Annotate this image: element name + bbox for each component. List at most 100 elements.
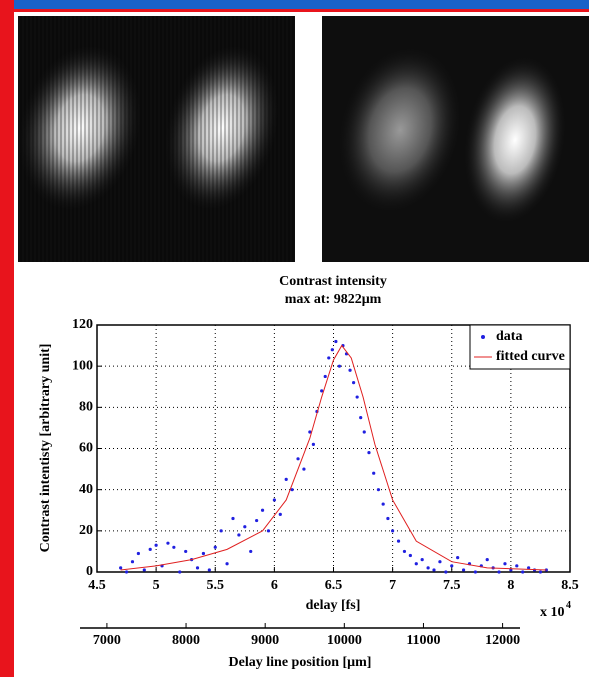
data-point (450, 564, 454, 568)
data-point (266, 529, 271, 533)
data-point (119, 566, 123, 570)
x-tick-label: 6.5 (325, 578, 343, 593)
data-point (302, 467, 306, 471)
data-point (503, 562, 507, 566)
data-point (461, 568, 466, 572)
data-point (213, 545, 217, 549)
data-point (225, 562, 229, 566)
data-point (272, 498, 276, 502)
y-tick-label: 40 (79, 482, 93, 497)
data-point (420, 558, 424, 562)
x2-tick-label: 12000 (485, 633, 520, 648)
data-point (359, 416, 363, 420)
left-image (18, 16, 295, 262)
data-point (402, 549, 407, 554)
chart-title: Contrast intensity (279, 274, 387, 289)
data-point (124, 570, 129, 574)
x2-tick-label: 7000 (93, 633, 121, 648)
data-point (391, 529, 395, 533)
x-tick-label: 5.5 (207, 578, 225, 593)
data-point (207, 568, 211, 572)
data-point (348, 368, 352, 372)
data-point (355, 395, 359, 399)
x-tick-label: 7.5 (443, 578, 461, 593)
data-point (142, 568, 146, 572)
data-point (320, 389, 324, 393)
x-multiplier-exponent: 4 (566, 600, 571, 611)
data-point (515, 564, 519, 568)
data-point (334, 339, 338, 344)
y-tick-label: 100 (72, 358, 93, 373)
top-border (0, 9, 589, 12)
x-tick-label: 4.5 (88, 578, 106, 593)
data-point (396, 539, 401, 543)
x-tick-label: 5 (153, 578, 160, 593)
data-point (432, 568, 436, 572)
data-point (408, 553, 412, 558)
data-point (255, 518, 259, 523)
legend-marker (481, 335, 485, 339)
data-point (249, 549, 253, 554)
right-image (322, 16, 589, 262)
data-point (372, 471, 376, 475)
x2-tick-label: 10000 (327, 633, 362, 648)
data-point (330, 348, 334, 352)
data-point (178, 570, 182, 574)
data-point (243, 525, 247, 529)
data-point (473, 570, 477, 574)
data-point (337, 364, 342, 368)
legend-box (469, 324, 571, 370)
y-tick-label: 20 (79, 523, 93, 538)
data-point (136, 551, 140, 556)
data-point (130, 560, 135, 564)
data-point (386, 516, 390, 521)
data-point (323, 374, 327, 379)
data-point (296, 457, 300, 461)
data-point (381, 502, 385, 506)
data-point (260, 508, 265, 512)
x-tick-label: 6 (271, 578, 278, 593)
y-tick-label: 0 (86, 564, 93, 579)
data-point (201, 551, 206, 556)
data-point (527, 566, 531, 570)
data-point (237, 533, 241, 537)
chart-subtitle: max at: 9822μm (285, 292, 382, 307)
data-point (327, 356, 331, 360)
data-point (485, 558, 489, 562)
data-point (444, 570, 448, 574)
data-point (414, 562, 418, 566)
y-tick-label: 80 (79, 400, 93, 415)
data-point (290, 488, 294, 492)
left-border (0, 0, 14, 677)
x2-tick-label: 9000 (251, 633, 279, 648)
data-point (521, 570, 525, 574)
x2-tick-label: 11000 (406, 633, 440, 648)
data-point (166, 541, 170, 545)
data-point (426, 566, 430, 570)
data-point (362, 430, 366, 434)
legend-label: data (496, 329, 522, 344)
x-axis-label: delay [fs] (306, 598, 361, 613)
data-point (195, 566, 200, 570)
y-axis-label: Contrast intentisty [arbitrary unit] (38, 344, 53, 553)
data-point (376, 488, 381, 492)
data-point (311, 442, 315, 446)
data-point (538, 570, 543, 574)
data-point (148, 547, 152, 551)
data-point (278, 512, 282, 516)
x2-tick-label: 8000 (172, 633, 200, 648)
data-point (367, 451, 371, 455)
data-point (308, 430, 312, 434)
data-point (184, 549, 188, 554)
y-tick-label: 120 (72, 317, 93, 332)
top-bar (0, 0, 589, 9)
plot-frame (96, 324, 571, 573)
data-point (438, 560, 442, 564)
x-tick-label: 7 (389, 578, 396, 593)
data-point (154, 543, 158, 547)
data-point (172, 545, 176, 549)
y-tick-label: 60 (79, 441, 93, 456)
x2-axis-label: Delay line position [μm] (229, 655, 372, 670)
x-multiplier: x 10 (540, 605, 565, 620)
